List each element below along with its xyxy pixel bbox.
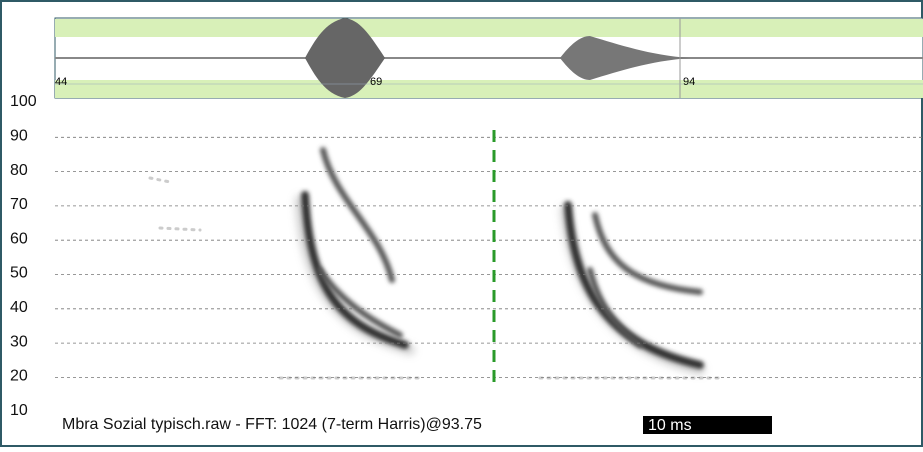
scale-bar (643, 416, 772, 434)
y-axis-label: 60 (10, 230, 28, 247)
y-axis-label: 30 (10, 333, 28, 350)
grid (55, 136, 923, 378)
y-axis-label: 70 (10, 196, 28, 213)
waveform-panel (54, 17, 923, 99)
waveform-tick-label: 94 (683, 76, 695, 88)
y-axis-label: 100 (10, 93, 37, 110)
caption: Mbra Sozial typisch.raw - FFT: 1024 (7-t… (62, 416, 482, 433)
y-axis-label: 40 (10, 299, 28, 316)
waveform-tick-label: 69 (370, 76, 382, 88)
y-axis-label: 80 (10, 162, 28, 179)
y-axis-label: 50 (10, 265, 28, 282)
waveform-tick-label: 44 (55, 76, 67, 88)
y-axis-label: 10 (10, 402, 28, 419)
y-axis-label: 20 (10, 368, 28, 385)
spectrogram-calls (148, 147, 722, 380)
scale-bar-label: 10 ms (648, 417, 692, 434)
y-axis-label: 90 (10, 128, 28, 145)
